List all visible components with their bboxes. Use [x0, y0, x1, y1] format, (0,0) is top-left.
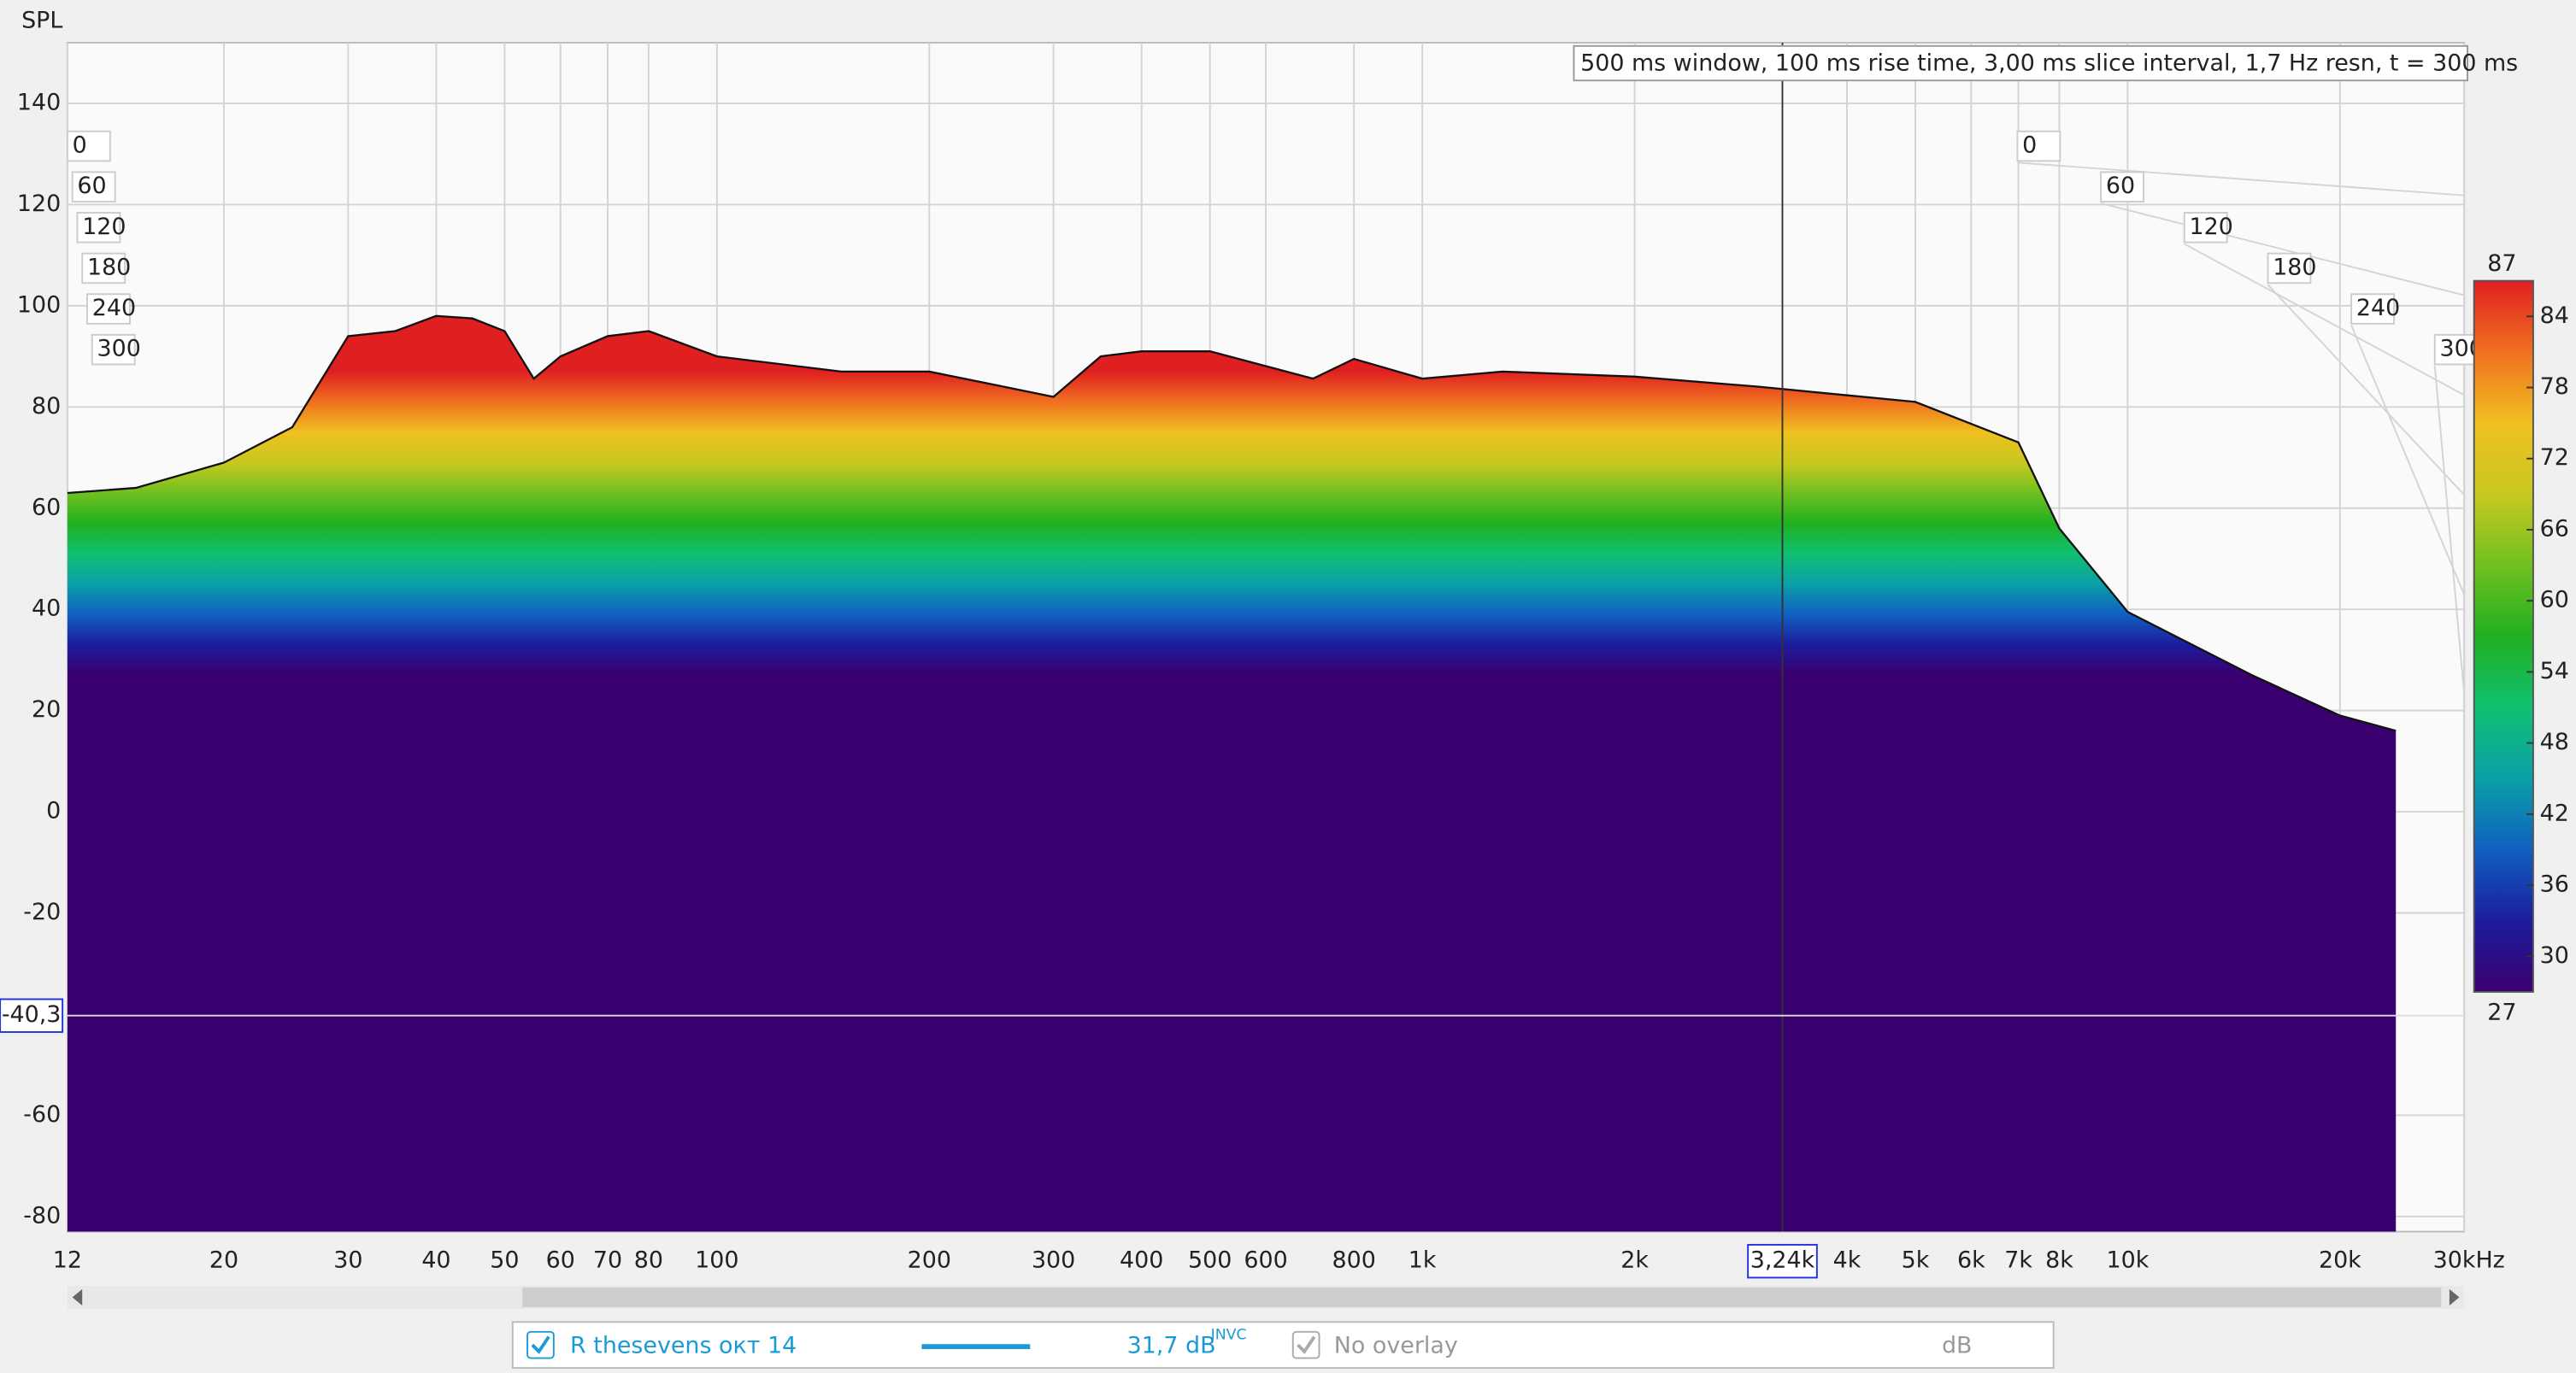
- x-tick-label: 30kHz: [2433, 1247, 2505, 1274]
- x-tick-label: 7k: [2004, 1247, 2032, 1274]
- x-tick-label: 20k: [2319, 1247, 2361, 1274]
- colorbar: [2474, 281, 2533, 992]
- y-tick-label: -60: [23, 1101, 61, 1128]
- colorbar-label: 30: [2540, 942, 2569, 969]
- cursor-y-label: -40,3: [2, 1001, 62, 1028]
- x-tick-label: 6k: [1957, 1247, 1985, 1274]
- y-tick-label: 100: [17, 291, 61, 318]
- x-tick-label: 600: [1244, 1247, 1287, 1274]
- y-tick-label: 0: [46, 798, 61, 824]
- x-tick-label: 400: [1120, 1247, 1163, 1274]
- overlay-label[interactable]: No overlay: [1334, 1333, 1458, 1359]
- z-tick-left: 240: [92, 295, 136, 321]
- x-tick-label: 40: [421, 1247, 450, 1274]
- colorbar-label: 42: [2540, 800, 2569, 826]
- colorbar-label: 87: [2487, 250, 2516, 277]
- colorbar-label: 84: [2540, 302, 2569, 329]
- z-tick-left: 300: [97, 336, 141, 362]
- colorbar-label: 27: [2487, 999, 2516, 1025]
- x-tick-label: 8k: [2045, 1247, 2073, 1274]
- x-tick-label: 500: [1188, 1247, 1232, 1274]
- z-tick-left: 60: [77, 173, 106, 199]
- x-tick-label: 5k: [1902, 1247, 1930, 1274]
- z-tick-left: 120: [82, 214, 126, 240]
- x-tick-label: 800: [1332, 1247, 1375, 1274]
- colorbar-label: 60: [2540, 587, 2569, 613]
- colorbar-label: 78: [2540, 373, 2569, 400]
- z-tick-right: 0: [2022, 132, 2037, 159]
- colorbar-label: 66: [2540, 515, 2569, 542]
- y-axis-label: SPL: [21, 7, 62, 33]
- x-tick-label: 12: [53, 1247, 82, 1274]
- z-tick-right: 120: [2190, 214, 2233, 240]
- x-tick-label: 60: [546, 1247, 575, 1274]
- info-text: 500 ms window, 100 ms rise time, 3,00 ms…: [1580, 50, 2518, 76]
- legend-value: 31,7 dB: [1127, 1333, 1216, 1359]
- legend-sup: INVC: [1211, 1327, 1247, 1344]
- x-tick-label: 2k: [1620, 1247, 1649, 1274]
- x-tick-label: 100: [695, 1247, 738, 1274]
- y-tick-label: -80: [23, 1202, 61, 1229]
- x-tick-label: 300: [1032, 1247, 1075, 1274]
- x-tick-label: 4k: [1833, 1247, 1861, 1274]
- y-tick-label: 20: [32, 696, 61, 723]
- scroll-thumb[interactable]: [522, 1288, 2441, 1307]
- x-tick-label: 80: [634, 1247, 663, 1274]
- cursor-x-label: 3,24k: [1750, 1247, 1815, 1274]
- z-tick-right: 60: [2106, 173, 2135, 199]
- y-tick-label: 120: [17, 191, 61, 217]
- x-tick-label: 50: [490, 1247, 519, 1274]
- x-tick-label: 1k: [1409, 1247, 1437, 1274]
- colorbar-label: 72: [2540, 444, 2569, 471]
- legend-checkbox[interactable]: [527, 1332, 554, 1358]
- x-tick-label: 20: [209, 1247, 238, 1274]
- z-tick-left: 0: [73, 132, 87, 159]
- colorbar-label: 54: [2540, 658, 2569, 684]
- z-tick-right: 240: [2356, 295, 2400, 321]
- y-tick-label: 140: [17, 90, 61, 116]
- x-tick-label: 30: [333, 1247, 362, 1274]
- y-tick-label: 80: [32, 393, 61, 420]
- z-tick-right: 180: [2273, 254, 2316, 280]
- colorbar-label: 48: [2540, 729, 2569, 755]
- unit-label: dB: [1942, 1333, 1973, 1359]
- y-tick-label: 40: [32, 596, 61, 622]
- colorbar-label: 36: [2540, 871, 2569, 898]
- legend-name[interactable]: R thesevens окт 14: [570, 1333, 797, 1359]
- overlay-checkbox[interactable]: [1293, 1332, 1320, 1358]
- z-tick-left: 180: [87, 254, 131, 280]
- x-tick-label: 70: [593, 1247, 622, 1274]
- y-tick-label: -20: [23, 899, 61, 925]
- y-tick-label: 60: [32, 494, 61, 520]
- x-tick-label: 200: [908, 1247, 951, 1274]
- x-tick-label: 10k: [2107, 1247, 2150, 1274]
